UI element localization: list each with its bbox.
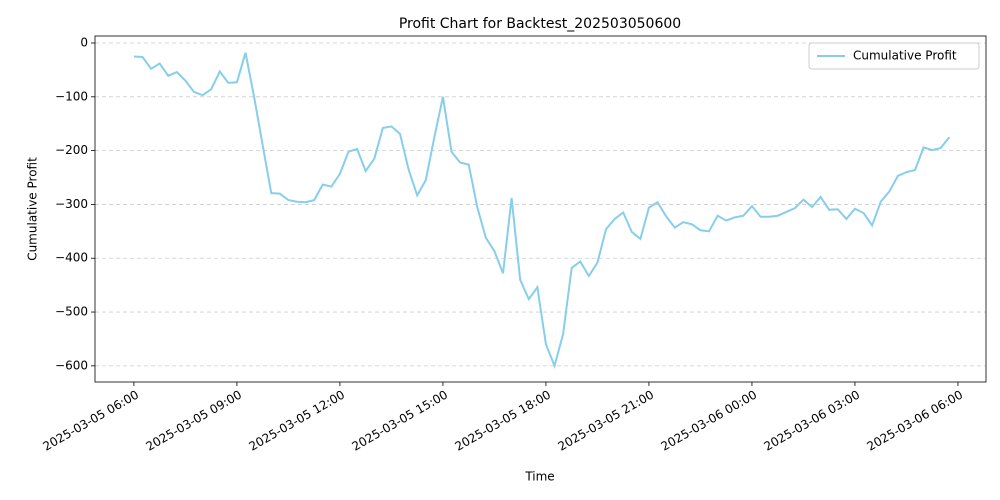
x-tick-label: 2025-03-05 18:00 [453, 388, 554, 454]
x-tick-label: 2025-03-06 03:00 [762, 388, 863, 454]
y-tick-label: 0 [80, 35, 88, 49]
x-tick-label: 2025-03-06 06:00 [865, 388, 966, 454]
x-tick-label: 2025-03-06 00:00 [659, 388, 760, 454]
y-axis-label: Cumulative Profit [26, 157, 40, 261]
y-tick-label: −500 [55, 305, 88, 319]
x-tick-label: 2025-03-05 15:00 [350, 388, 451, 454]
y-tick-label: −400 [55, 251, 88, 265]
x-tick-label: 2025-03-05 06:00 [41, 388, 142, 454]
y-tick-label: −100 [55, 89, 88, 103]
legend-box [808, 42, 980, 70]
x-tick-label: 2025-03-05 21:00 [556, 388, 657, 454]
line-series [133, 52, 951, 370]
x-axis-label: Time [524, 470, 554, 484]
chart-title: Profit Chart for Backtest_202503050600 [399, 16, 681, 32]
x-tick-label: 2025-03-05 09:00 [144, 388, 245, 454]
legend-label: Cumulative Profit [853, 49, 957, 63]
y-tick-label: −200 [55, 143, 88, 157]
y-tick-label: −600 [55, 358, 88, 372]
plot-frame [94, 35, 987, 383]
x-tick-label: 2025-03-05 12:00 [247, 388, 348, 454]
y-tick-label: −300 [55, 197, 88, 211]
